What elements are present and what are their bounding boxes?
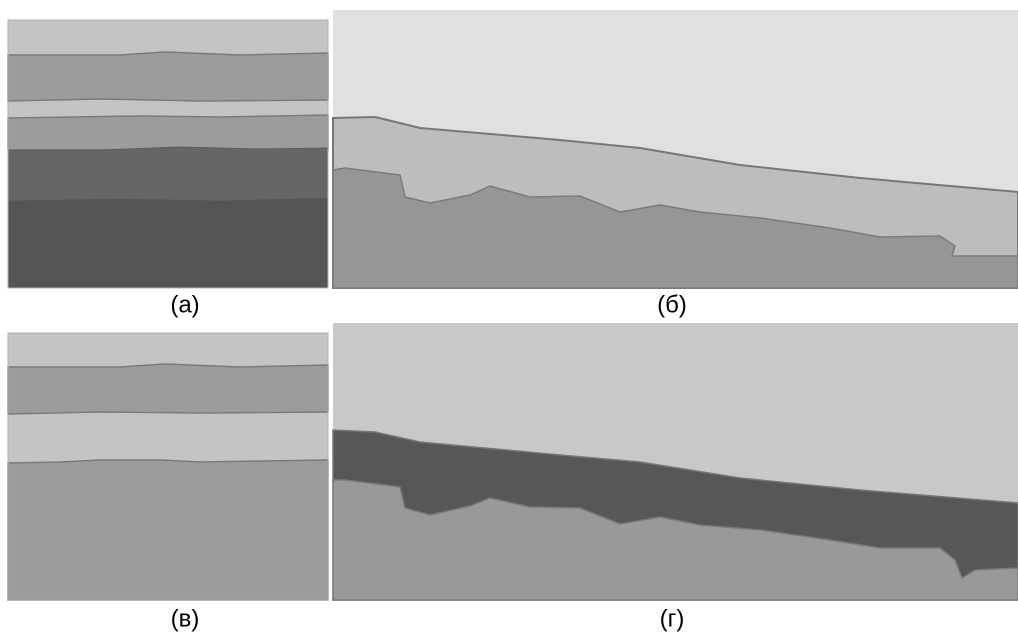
- panel-c: [7, 332, 329, 601]
- caption: (а): [170, 291, 199, 318]
- caption: (г): [660, 605, 685, 632]
- panel-a: [7, 19, 329, 289]
- region: [7, 363, 329, 415]
- frame: [7, 19, 329, 289]
- frame: [7, 332, 329, 601]
- region: [7, 459, 329, 601]
- region: [332, 479, 1018, 601]
- panel-b: [332, 10, 1018, 289]
- caption: (в): [171, 605, 200, 632]
- caption: (б): [657, 291, 687, 318]
- region: [7, 146, 329, 202]
- region: [7, 114, 329, 151]
- panel-d: [332, 323, 1018, 601]
- region: [8, 198, 328, 288]
- region: [332, 167, 1018, 289]
- region: [7, 51, 329, 102]
